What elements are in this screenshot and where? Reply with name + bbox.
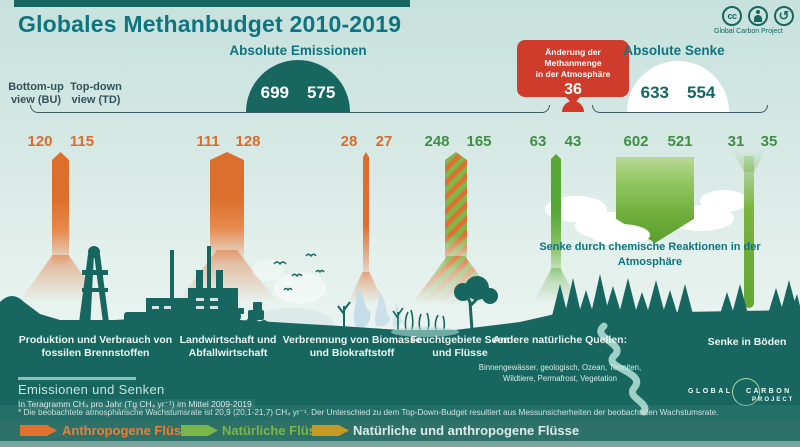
fossil-bu: 120 — [27, 133, 53, 150]
atmosphere-change-line2: in der Atmosphäre — [535, 69, 611, 80]
emissions-bu-value: 699 — [260, 83, 289, 102]
sinks-bracket — [592, 105, 768, 113]
bottom-up-view-label: Bottom-up view (BU) — [8, 81, 64, 106]
anthropogenic-arrow-icon — [20, 425, 57, 436]
soil-sink-bu: 31 — [727, 133, 745, 150]
biomass-flow — [363, 152, 369, 284]
atmosphere-change-callout: Änderung der Methanmenge in der Atmosphä… — [517, 40, 629, 99]
agriculture-bu: 111 — [196, 133, 220, 150]
biomass-label: Verbrennung von Biomasse und Biokraftsto… — [282, 334, 422, 360]
wetlands-flow — [445, 152, 467, 270]
other-natural-label: Andere natürliche Quellen: — [492, 334, 628, 346]
agriculture-td: 128 — [235, 133, 261, 150]
wetlands-label: Feuchtgebiete Seen und Flüsse — [410, 334, 510, 360]
biomass-td: 27 — [375, 133, 393, 150]
top-down-view-label: Top-down view (TD) — [70, 81, 122, 106]
wetlands-bu: 248 — [424, 133, 450, 150]
footnote-text: * Die beobachtete atmosphärische Wachstu… — [18, 408, 719, 417]
fossil-label: Produktion und Verbrauch von fossilen Br… — [18, 334, 173, 360]
gcp-word-project: PROJECT — [752, 397, 795, 403]
wetlands-td: 165 — [466, 133, 492, 150]
agriculture-label: Landwirtschaft und Abfallwirtschaft — [179, 334, 277, 360]
gcp-word-carbon: CARBON — [746, 388, 792, 395]
emissions-td-value: 575 — [307, 83, 336, 102]
absolute-emissions-label: Absolute Emissionen — [229, 43, 367, 58]
cloud — [592, 224, 650, 246]
attribution-text: Global Carbon Project — [714, 28, 783, 35]
other-natural-td: 43 — [564, 133, 582, 150]
footnote-band — [0, 405, 800, 420]
cloud — [700, 190, 748, 212]
other-natural-sublabel: Binnengewässer, geologisch, Ozean, Termi… — [478, 363, 642, 383]
atmosphere-change-value: 36 — [564, 81, 582, 99]
fossil-flow — [52, 152, 69, 268]
chemical-sink-label: Senke durch chemische Reaktionen in der … — [539, 241, 761, 268]
cc-icon[interactable]: cc — [722, 6, 742, 26]
gcp-logo[interactable]: GLOBAL CARBON PROJECT — [688, 378, 798, 418]
chemical-sink-td: 521 — [667, 133, 693, 150]
sink-bu-value: 633 — [640, 83, 669, 102]
gcp-logo-circle-icon — [732, 378, 760, 406]
soil-sink-label: Senke in Böden — [707, 336, 787, 348]
share-alike-icon[interactable]: ↺ — [774, 6, 794, 26]
absolute-sink-label: Absolute Senke — [623, 43, 725, 58]
top-accent-bar — [14, 0, 410, 7]
attribution-person-icon[interactable] — [748, 6, 768, 26]
atmosphere-change-line1: Änderung der Methanmenge — [544, 47, 602, 69]
atmosphere-dome — [562, 101, 584, 112]
legend-anthropogenic-label: Anthropogene Flüsse — [62, 423, 196, 438]
chemical-sink-bu: 602 — [623, 133, 649, 150]
agriculture-flow — [210, 152, 244, 264]
other-natural-bu: 63 — [529, 133, 547, 150]
natural-arrow-icon — [181, 425, 218, 436]
footer-units: In Teragramm CH₄ pro Jahr (Tg CH₄ yr⁻¹) … — [18, 399, 255, 410]
fossil-td: 115 — [69, 133, 95, 150]
license-badges[interactable]: cc ↺ — [722, 6, 794, 26]
bottom-strip — [0, 441, 800, 447]
sink-td-value: 554 — [687, 83, 716, 102]
footer-heading: Emissionen und Senken — [18, 382, 165, 397]
footer-divider — [18, 377, 136, 380]
other-natural-flow — [551, 154, 561, 280]
emissions-bracket — [30, 105, 550, 113]
mixed-arrow-icon — [312, 425, 349, 436]
page-title: Globales Methanbudget 2010-2019 — [18, 11, 402, 37]
soil-sink-flow — [744, 156, 754, 308]
soil-sink-td: 35 — [760, 133, 778, 150]
gcp-word-global: GLOBAL — [688, 388, 733, 395]
legend-natural-label: Natürliche Flüsse — [222, 423, 331, 438]
biomass-bu: 28 — [340, 133, 358, 150]
legend-mixed-label: Natürliche und anthropogene Flüsse — [353, 423, 580, 438]
callout-tail — [565, 96, 581, 105]
